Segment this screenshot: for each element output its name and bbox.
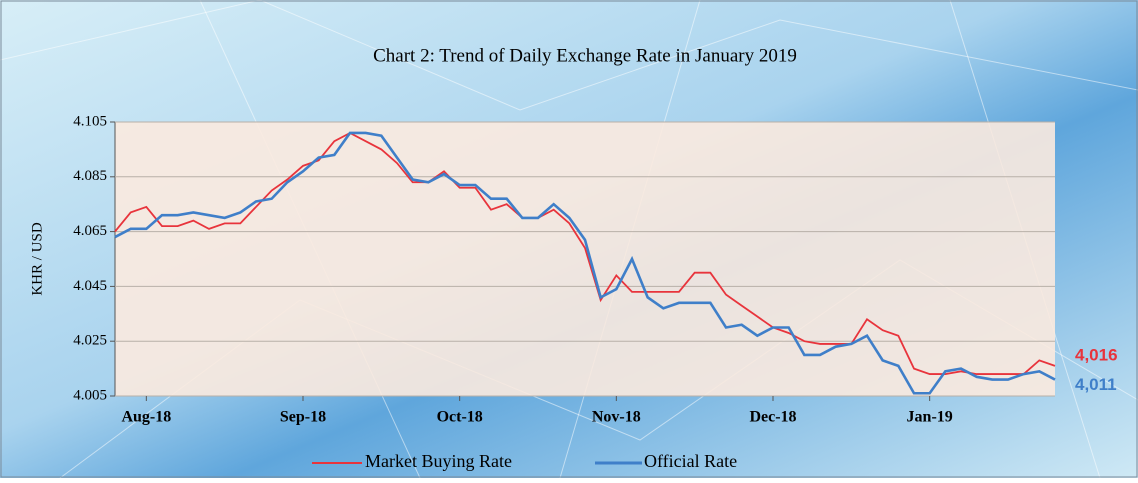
chart: Chart 2: Trend of Daily Exchange Rate in… <box>0 0 1138 478</box>
y-tick-label: 4.005 <box>73 387 107 403</box>
x-tick-label: Aug-18 <box>121 409 171 426</box>
value-label: 4,016 <box>1075 345 1118 364</box>
value-label: 4,011 <box>1075 375 1117 394</box>
x-tick-label: Jan-19 <box>907 409 953 426</box>
x-tick-label: Nov-18 <box>592 409 641 426</box>
legend-label: Official Rate <box>644 451 737 471</box>
plot-area <box>115 122 1055 396</box>
y-tick-label: 4.085 <box>73 168 107 184</box>
chart-title: Chart 2: Trend of Daily Exchange Rate in… <box>373 45 797 66</box>
y-tick-label: 4.025 <box>73 333 107 349</box>
x-tick-label: Dec-18 <box>749 409 796 426</box>
y-axis-label: KHR / USD <box>29 222 45 296</box>
x-tick-label: Oct-18 <box>437 409 483 426</box>
legend-label: Market Buying Rate <box>365 451 512 471</box>
y-tick-label: 4.045 <box>73 278 107 294</box>
x-tick-label: Sep-18 <box>280 409 326 426</box>
page: {"chart_data": {"type": "line", "title":… <box>0 0 1138 478</box>
y-tick-label: 4.065 <box>73 223 107 239</box>
y-tick-label: 4.105 <box>73 113 107 129</box>
